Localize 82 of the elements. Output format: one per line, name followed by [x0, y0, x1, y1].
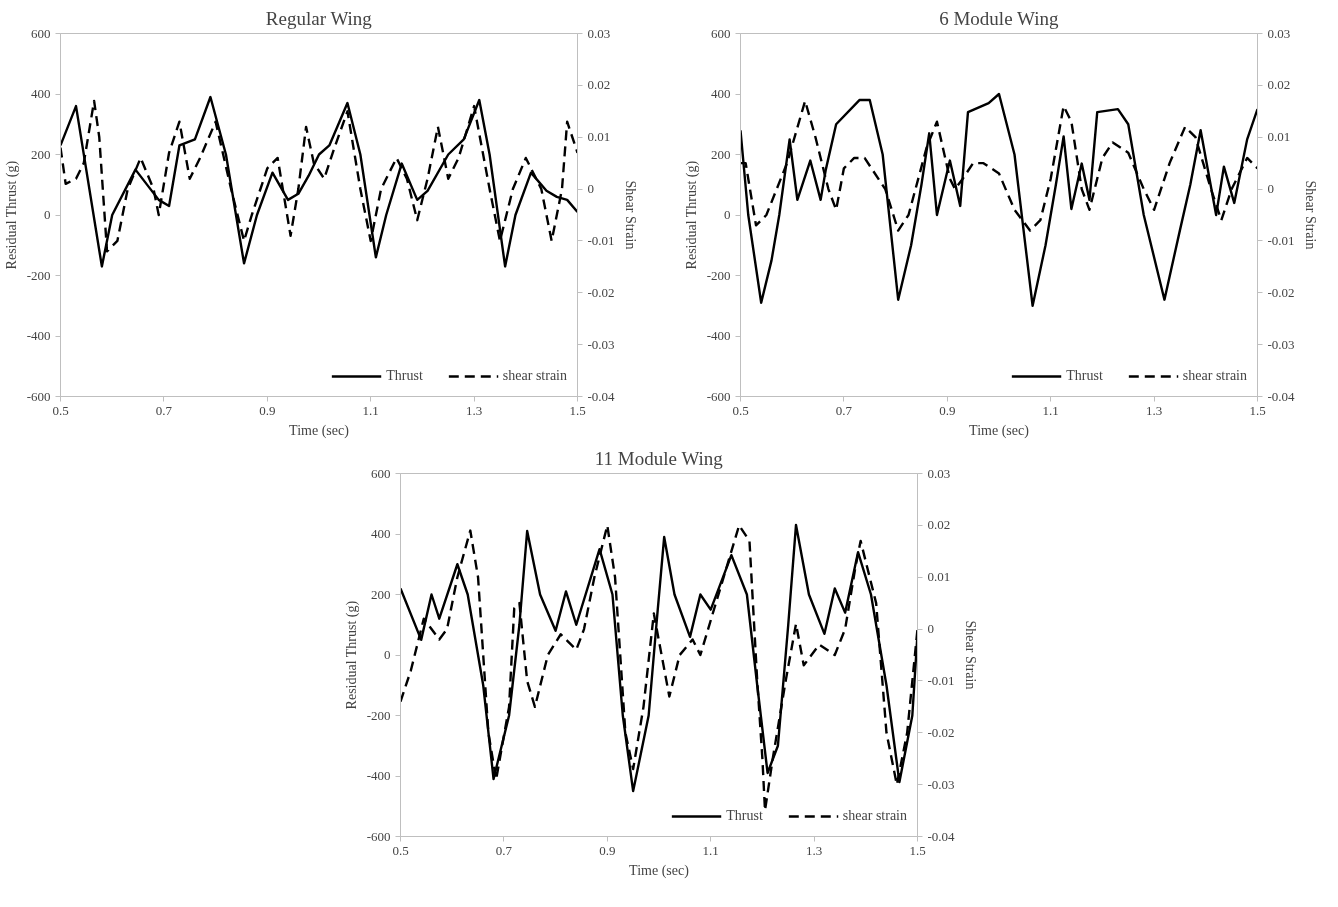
- x-tick-label: 1.3: [465, 402, 483, 418]
- y2-tick-label: 0.03: [587, 25, 611, 41]
- y2-axis-title: Shear Strain: [962, 620, 978, 690]
- line-series: [740, 92, 1258, 307]
- y-tick-label: 200: [711, 146, 731, 162]
- y2-tick-label: -0.01: [927, 672, 955, 688]
- y2-tick-label: 0: [1267, 181, 1274, 197]
- y2-tick-label: -0.03: [927, 776, 955, 792]
- legend-label: Thrust: [1066, 368, 1103, 384]
- y2-tick-label: 0: [587, 181, 594, 197]
- y-tick-label: 200: [371, 586, 391, 602]
- y2-axis-title: Shear Strain: [1302, 180, 1318, 250]
- y-tick-label: 200: [31, 146, 51, 162]
- y-axis-title: Residual Thrust (g): [3, 160, 20, 270]
- x-axis-title: Time (sec): [289, 422, 350, 439]
- y2-tick-label: 0.01: [587, 129, 611, 145]
- y2-axis-title: Shear Strain: [622, 180, 638, 250]
- y2-tick-label: 0.02: [927, 517, 951, 533]
- x-tick-label: 1.3: [1145, 402, 1163, 418]
- legend-label: Thrust: [386, 368, 423, 384]
- x-tick-label: 1.1: [362, 402, 379, 418]
- y-axis-title: Residual Thrust (g): [343, 600, 360, 710]
- y-tick-label: -600: [706, 388, 731, 404]
- y2-tick-label: -0.02: [1267, 284, 1295, 300]
- chart-title: Regular Wing: [265, 7, 373, 29]
- x-tick-label: 0.5: [732, 402, 749, 418]
- y-tick-label: 400: [711, 86, 731, 101]
- y-tick-label: 0: [384, 647, 391, 662]
- y-tick-label: 600: [31, 25, 51, 41]
- x-tick-label: 0.5: [392, 842, 409, 858]
- y-tick-label: 400: [31, 86, 51, 101]
- x-tick-label: 1.5: [909, 842, 926, 858]
- x-axis-title: Time (sec): [969, 422, 1030, 439]
- y-tick-label: 600: [711, 25, 731, 41]
- y2-tick-label: -0.04: [927, 828, 956, 844]
- x-tick-label: 1.1: [702, 842, 719, 858]
- y2-tick-label: 0.03: [1267, 25, 1291, 41]
- x-tick-label: 0.9: [259, 402, 276, 418]
- x-tick-label: 1.5: [1249, 402, 1266, 418]
- x-tick-label: 1.3: [805, 842, 823, 858]
- x-tick-label: 0.7: [495, 842, 513, 858]
- legend-label: shear strain: [502, 368, 567, 384]
- legend-label: Thrust: [726, 808, 763, 824]
- legend-label: shear strain: [1182, 368, 1247, 384]
- y-tick-label: -600: [366, 828, 391, 844]
- y-tick-label: 0: [44, 207, 51, 222]
- y-tick-label: 0: [724, 207, 731, 222]
- x-tick-label: 0.5: [52, 402, 69, 418]
- y-tick-label: -400: [26, 328, 51, 343]
- y2-tick-label: -0.03: [587, 336, 615, 352]
- x-tick-label: 1.5: [569, 402, 586, 418]
- y2-tick-label: 0.02: [587, 77, 611, 93]
- y-tick-label: -200: [366, 707, 391, 723]
- y2-tick-label: 0.01: [927, 569, 951, 585]
- y-tick-label: -200: [706, 267, 731, 283]
- x-tick-label: 0.9: [599, 842, 616, 858]
- y2-tick-label: -0.01: [1267, 232, 1295, 248]
- chart-title: 6 Module Wing: [939, 7, 1059, 29]
- y2-tick-label: 0.02: [1267, 77, 1291, 93]
- x-tick-label: 0.7: [835, 402, 853, 418]
- y2-tick-label: 0.03: [927, 465, 951, 481]
- y2-tick-label: -0.02: [587, 284, 615, 300]
- y-tick-label: -600: [26, 388, 51, 404]
- legend-label: shear strain: [842, 808, 907, 824]
- y-tick-label: -400: [706, 328, 731, 343]
- y2-tick-label: -0.02: [927, 724, 955, 740]
- y2-tick-label: -0.04: [1267, 388, 1296, 404]
- y2-tick-label: 0.01: [1267, 129, 1291, 145]
- y-tick-label: 400: [371, 526, 391, 541]
- x-tick-label: 0.9: [939, 402, 956, 418]
- y-tick-label: -400: [366, 768, 391, 783]
- chart-title: 11 Module Wing: [594, 447, 724, 469]
- x-tick-label: 1.1: [1042, 402, 1059, 418]
- y-axis-title: Residual Thrust (g): [683, 160, 700, 270]
- y2-tick-label: -0.01: [587, 232, 615, 248]
- y2-tick-label: -0.04: [587, 388, 616, 404]
- y-tick-label: 600: [371, 465, 391, 481]
- y-tick-label: -200: [26, 267, 51, 283]
- x-axis-title: Time (sec): [629, 862, 690, 879]
- y2-tick-label: 0: [927, 621, 934, 637]
- y2-tick-label: -0.03: [1267, 336, 1295, 352]
- x-tick-label: 0.7: [155, 402, 173, 418]
